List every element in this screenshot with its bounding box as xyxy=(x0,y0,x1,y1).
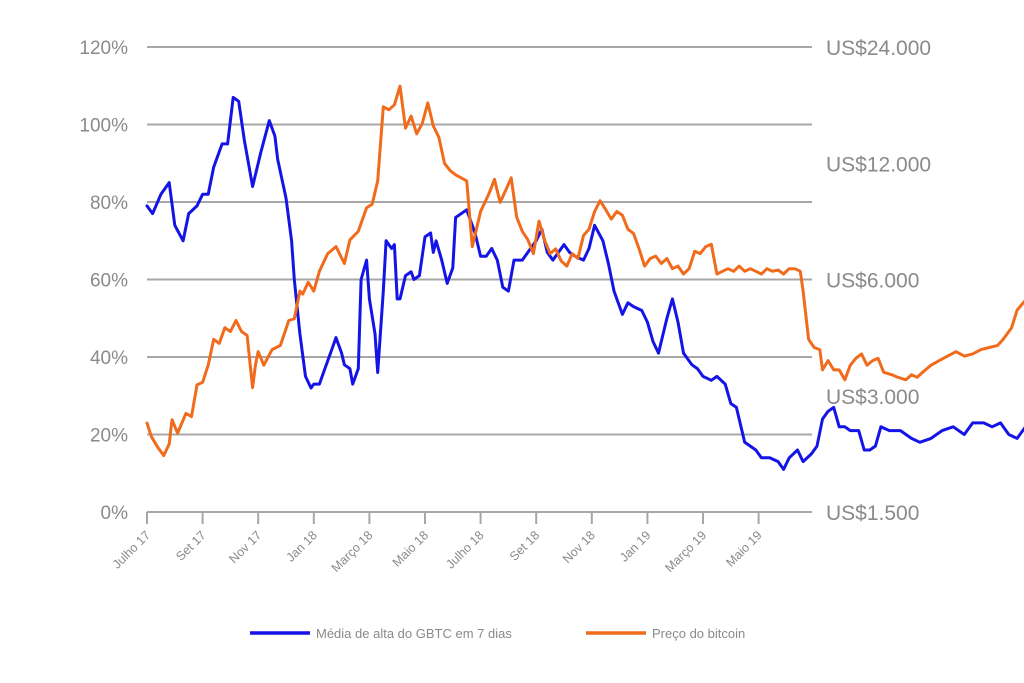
x-tick-label: Jan 18 xyxy=(283,528,319,564)
right-tick-label: US$6.000 xyxy=(826,270,919,293)
x-tick-label: Set 17 xyxy=(173,528,208,563)
x-tick-label: Julho 18 xyxy=(443,528,486,571)
x-tick-label: Maio 18 xyxy=(390,528,431,569)
right-tick-label: US$24.000 xyxy=(826,37,931,60)
right-tick-label: US$3.000 xyxy=(826,386,919,409)
x-axis: Julho 17 Set 17 Nov 17 Jan 18 Março 18 Maio 1… xyxy=(110,512,765,575)
right-axis: US$24.000 US$12.000 US$6.000 US$3.000 US$1.5… xyxy=(826,37,931,525)
left-tick-label: 120% xyxy=(79,38,128,59)
series-line-1 xyxy=(145,95,1024,471)
left-tick-label: 80% xyxy=(90,193,128,214)
legend-label-1: Média de alta do GBTC em 7 dias xyxy=(316,626,512,641)
left-tick-label: 0% xyxy=(101,503,129,524)
right-tick-label: US$1.500 xyxy=(826,502,919,525)
series-line-2 xyxy=(145,84,1024,458)
x-tick-label: Nov 17 xyxy=(226,528,264,566)
left-tick-label: 60% xyxy=(90,271,128,292)
x-tick-label: Março 19 xyxy=(662,528,709,575)
x-tick-label: Set 18 xyxy=(507,528,542,563)
legend: Média de alta do GBTC em 7 dias Preço do … xyxy=(250,626,745,641)
x-tick-label: Julho 17 xyxy=(110,528,153,571)
legend-label-2: Preço do bitcoin xyxy=(652,626,745,641)
left-tick-label: 100% xyxy=(79,116,128,137)
x-tick-label: Maio 19 xyxy=(723,528,764,569)
left-tick-label: 20% xyxy=(90,426,128,447)
x-tick-label: Março 18 xyxy=(329,528,376,575)
x-tick-label: Jan 19 xyxy=(617,528,653,564)
x-tick-label: Nov 18 xyxy=(560,528,598,566)
left-tick-label: 40% xyxy=(90,348,128,369)
gridlines xyxy=(147,46,812,513)
series-lines xyxy=(145,84,1024,471)
left-axis: 120% 100% 80% 60% 40% 20% 0% xyxy=(79,38,128,524)
right-tick-label: US$12.000 xyxy=(826,153,931,176)
